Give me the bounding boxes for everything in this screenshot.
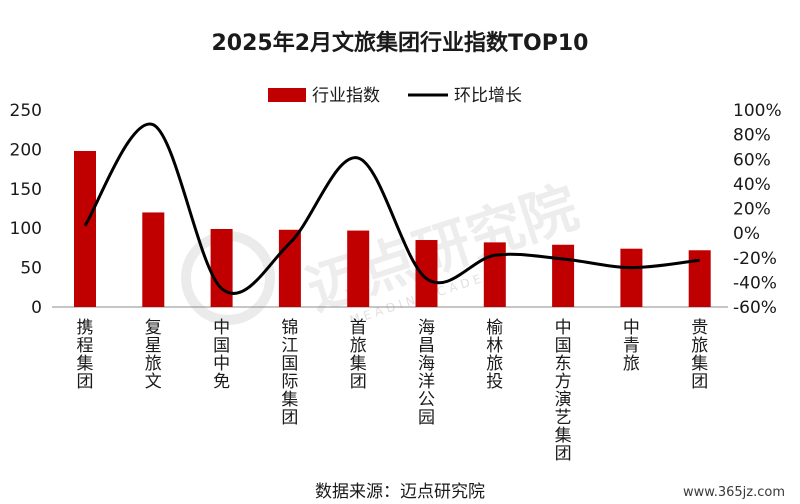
right-tick-label: 100% — [733, 101, 782, 121]
source-note: 数据来源：迈点研究院 — [315, 482, 485, 502]
bar — [74, 150, 96, 307]
category-label: 复星旅文 — [145, 318, 162, 392]
category-labels: 携程集团 复星旅文 中国中免 锦江国际集团 首旅集团 海昌海洋公园 榆林旅投 中国东方演艺集团… — [77, 318, 709, 464]
right-tick-label: -40% — [733, 273, 777, 293]
bar — [210, 228, 233, 307]
legend-bar-label: 行业指数 — [312, 86, 380, 106]
bar — [688, 250, 711, 307]
category-label: 中国东方演艺集团 — [555, 318, 572, 464]
bar — [347, 230, 370, 307]
chart-title: 2025年2月文旅集团行业指数TOP10 — [212, 30, 589, 56]
left-axis: 0 50 100 150 200 250 — [10, 101, 42, 318]
bar — [415, 240, 438, 307]
site-url: www.365jz.com — [683, 485, 785, 500]
right-tick-label: -60% — [733, 298, 777, 318]
legend-line-label: 环比增长 — [454, 86, 522, 106]
left-tick-label: 0 — [31, 298, 42, 318]
bar — [142, 212, 165, 307]
category-label: 携程集团 — [77, 318, 94, 392]
legend-bar-swatch — [268, 88, 306, 102]
bar — [552, 244, 575, 307]
bar — [620, 248, 643, 307]
legend: 行业指数 环比增长 — [268, 86, 522, 106]
right-tick-label: 40% — [733, 175, 771, 195]
right-tick-label: 0% — [733, 224, 760, 244]
left-tick-label: 250 — [10, 101, 42, 121]
site-badge — [668, 478, 800, 504]
right-tick-label: 20% — [733, 200, 771, 220]
bar — [483, 242, 506, 307]
category-label: 首旅集团 — [350, 318, 367, 392]
left-tick-label: 100 — [10, 219, 42, 239]
left-tick-label: 150 — [10, 180, 42, 200]
category-label: 锦江国际集团 — [281, 318, 298, 428]
category-label: 贵旅集团 — [691, 318, 708, 392]
right-tick-label: 60% — [733, 150, 771, 170]
right-axis: -60% -40% -20% 0% 20% 40% 60% 80% 100% — [733, 101, 782, 318]
category-label: 中国中免 — [213, 318, 230, 392]
right-tick-label: -20% — [733, 249, 777, 269]
category-label: 中青旅 — [623, 318, 640, 374]
right-tick-label: 80% — [733, 126, 771, 146]
line-series — [83, 122, 700, 295]
left-tick-label: 50 — [20, 259, 42, 279]
category-label: 海昌海洋公园 — [418, 318, 435, 428]
watermark-text: 迈点研究院 — [299, 175, 585, 323]
left-tick-label: 200 — [10, 140, 42, 160]
category-label: 榆林旅投 — [486, 318, 503, 392]
